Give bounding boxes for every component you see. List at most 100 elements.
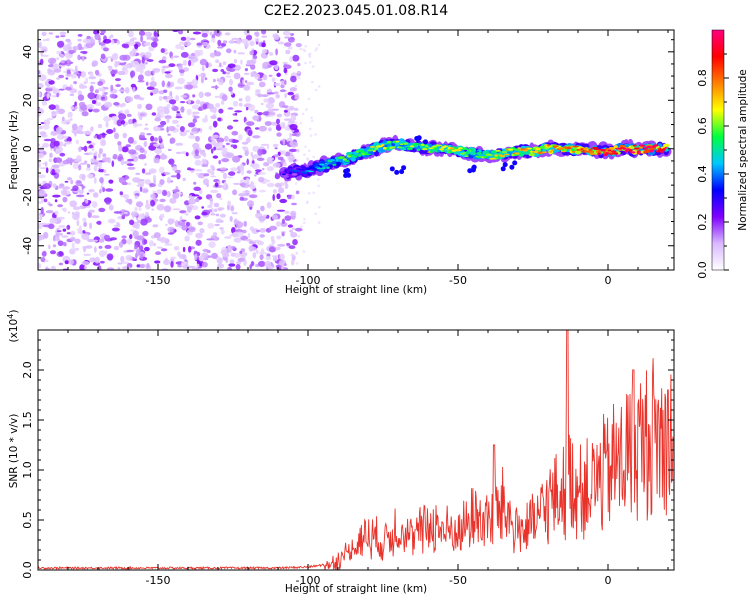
noise-blob (187, 56, 196, 59)
noise-blob (180, 36, 187, 41)
noise-blob (289, 39, 295, 42)
noise-blob (266, 201, 272, 209)
noise-blob (244, 68, 248, 72)
noise-blob (260, 102, 264, 106)
noise-blob (315, 47, 319, 50)
noise-blob (305, 201, 309, 204)
noise-blob (297, 62, 301, 67)
noise-blob (116, 119, 123, 127)
noise-blob (261, 94, 269, 97)
noise-blob (295, 262, 299, 265)
noise-blob (113, 246, 120, 251)
noise-blob (98, 207, 106, 213)
noise-blob (124, 109, 130, 115)
noise-blob (297, 235, 301, 238)
y-tick-label: 0 (21, 145, 34, 152)
noise-blob (152, 37, 159, 43)
noise-blob (44, 161, 48, 168)
noise-blob (175, 151, 182, 155)
noise-blob (232, 189, 238, 196)
noise-blob (146, 86, 155, 90)
noise-blob (216, 218, 222, 223)
noise-blob (252, 55, 258, 60)
noise-blob (176, 111, 180, 114)
noise-blob (275, 184, 282, 188)
noise-blob (289, 132, 292, 138)
noise-blob (146, 59, 154, 62)
noise-blob (127, 158, 134, 162)
noise-blob (196, 259, 201, 264)
noise-blob (279, 89, 286, 93)
noise-blob (198, 255, 205, 262)
noise-blob (122, 123, 126, 127)
noise-blob (242, 229, 247, 234)
noise-blob (187, 99, 191, 104)
noise-blob (83, 221, 87, 227)
noise-blob (272, 33, 279, 39)
noise-blob (314, 88, 318, 92)
noise-blob (150, 193, 156, 199)
noise-blob (175, 44, 182, 50)
noise-blob (282, 160, 286, 164)
signal-blob (451, 149, 457, 152)
noise-blob (118, 144, 123, 152)
noise-blob (263, 162, 270, 167)
noise-blob (47, 78, 52, 81)
signal-blob (414, 136, 420, 141)
noise-blob (68, 259, 75, 265)
noise-blob (294, 84, 298, 88)
noise-blob (97, 87, 105, 92)
noise-blob (238, 98, 243, 102)
noise-blob (116, 221, 120, 226)
noise-blob (262, 74, 268, 81)
signal-blob (372, 150, 376, 152)
noise-blob (96, 221, 102, 225)
noise-blob (221, 158, 230, 163)
noise-blob (117, 70, 126, 76)
signal-blob (387, 140, 391, 144)
signal-blob (644, 149, 651, 153)
noise-blob (63, 143, 67, 147)
noise-blob (39, 131, 47, 136)
noise-blob (52, 244, 57, 248)
noise-blob (77, 94, 85, 101)
noise-blob (259, 234, 265, 238)
noise-blob (53, 147, 56, 152)
signal-blob (293, 170, 300, 173)
noise-blob (159, 110, 164, 113)
signal-blob (316, 167, 323, 170)
y-tick-label: 20 (21, 93, 34, 107)
noise-blob (239, 250, 243, 254)
signal-blob (396, 146, 403, 149)
noise-blob (59, 152, 66, 157)
noise-blob (284, 263, 287, 266)
noise-blob (297, 75, 300, 78)
noise-blob (79, 83, 85, 89)
noise-blob (159, 154, 168, 160)
noise-blob (257, 148, 263, 156)
noise-blob (151, 41, 158, 48)
x-tick-label: -50 (449, 274, 467, 287)
noise-blob (172, 165, 178, 171)
signal-blob (572, 145, 579, 148)
noise-blob (259, 228, 267, 233)
noise-blob (107, 218, 116, 224)
noise-blob (194, 159, 202, 166)
noise-blob (242, 79, 245, 85)
x-tick-label: 0 (605, 274, 612, 287)
noise-blob (74, 238, 81, 244)
noise-blob (38, 189, 46, 197)
noise-blob (217, 39, 222, 47)
noise-blob (56, 40, 65, 48)
noise-blob (192, 94, 196, 98)
noise-blob (124, 176, 130, 180)
noise-blob (64, 141, 72, 145)
noise-blob (177, 251, 181, 257)
noise-blob (137, 74, 144, 81)
y-tick-label: 1.0 (21, 461, 34, 479)
noise-blob (129, 219, 135, 226)
noise-blob (261, 42, 266, 48)
x-tick-label: -150 (146, 574, 171, 587)
noise-blob (179, 131, 187, 137)
noise-blob (184, 235, 190, 242)
